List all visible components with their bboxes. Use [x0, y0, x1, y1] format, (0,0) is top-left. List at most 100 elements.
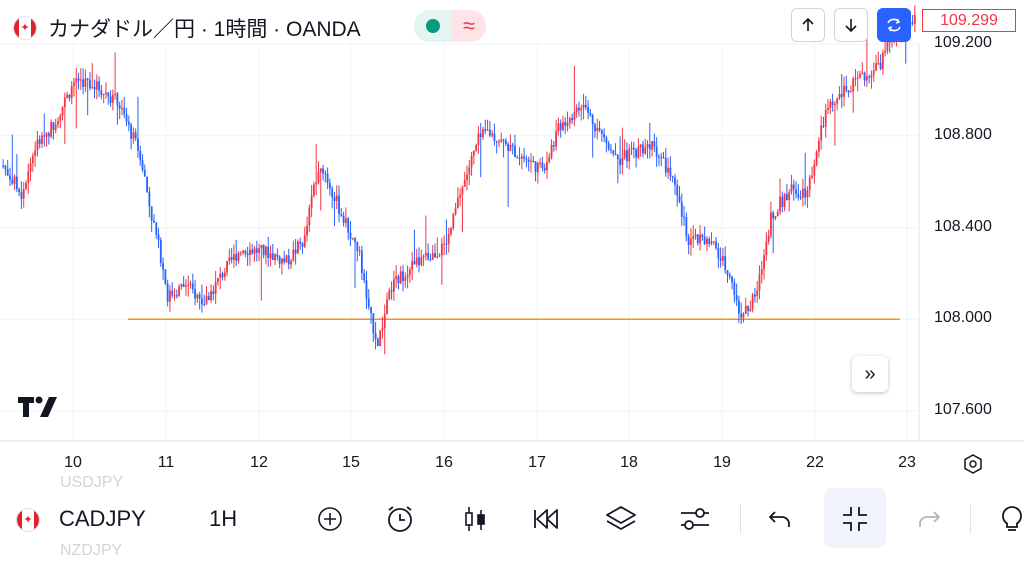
candle-body — [626, 150, 628, 162]
candle-body — [82, 79, 85, 87]
candle-body — [388, 290, 391, 300]
candle-body — [95, 81, 98, 90]
candle-body — [674, 177, 676, 185]
candle-body — [772, 212, 775, 219]
candle-body — [429, 259, 432, 261]
candle-body — [646, 144, 649, 148]
candle-body — [175, 295, 178, 297]
candle-body — [877, 62, 880, 64]
symbol-flag-icon: ✦ — [17, 509, 39, 531]
candle-body — [436, 256, 439, 258]
replay-button[interactable] — [526, 499, 566, 539]
candle-body — [125, 114, 128, 122]
candle-body — [185, 285, 187, 287]
candle-body — [89, 79, 91, 89]
candle-body — [45, 133, 48, 137]
candle-body — [123, 107, 126, 115]
candle-body — [312, 184, 315, 196]
candle-body — [404, 277, 407, 281]
candle-body — [680, 201, 683, 217]
candle-body — [376, 339, 379, 347]
candlestick-chart[interactable] — [0, 0, 1024, 442]
candle-body — [548, 156, 551, 163]
candle-body — [584, 104, 587, 107]
candle-body — [374, 333, 377, 340]
candle-body — [271, 253, 274, 261]
candle-body — [630, 147, 633, 149]
sync-button[interactable] — [877, 8, 911, 42]
collapse-toggle[interactable] — [835, 499, 875, 539]
candle-body — [600, 130, 603, 134]
interval-button[interactable]: 1H — [209, 506, 238, 531]
candle-body — [562, 122, 564, 130]
candle-body — [719, 258, 722, 261]
candle-body — [221, 273, 224, 278]
candle-body — [658, 156, 660, 158]
candle-body — [447, 234, 450, 244]
candle-body — [507, 143, 510, 152]
current-price-label: 109.299 — [922, 9, 1016, 32]
redo-button[interactable] — [909, 499, 949, 539]
candle-body — [6, 168, 9, 176]
candle-body — [294, 249, 297, 254]
candle-body — [166, 283, 169, 302]
compare-button[interactable] — [308, 499, 348, 539]
candle-body — [223, 272, 226, 278]
candle-body — [452, 214, 455, 229]
candle-body — [715, 241, 717, 248]
candle-body — [328, 182, 331, 189]
time-axis-label: 10 — [64, 454, 82, 471]
candle-body — [532, 160, 535, 162]
candle-body — [534, 161, 537, 173]
arrow-down-button[interactable] — [834, 8, 868, 42]
candle-body — [539, 162, 542, 164]
undo-button[interactable] — [760, 499, 800, 539]
chart-title[interactable]: カナダドル／円 · 1時間 · OANDA — [48, 18, 361, 41]
chart-type-button[interactable] — [455, 499, 495, 539]
candle-body — [552, 144, 555, 147]
candle-body — [514, 145, 516, 158]
candle-body — [2, 165, 5, 167]
candle-body — [201, 298, 203, 305]
alert-button[interactable] — [380, 499, 420, 539]
symbol-button[interactable]: CADJPY — [59, 506, 146, 531]
candle-body — [29, 163, 32, 172]
candle-body — [749, 308, 752, 311]
candle-body — [648, 144, 651, 150]
candle-body — [555, 131, 558, 147]
candle-body — [696, 234, 699, 244]
candle-body — [255, 248, 258, 253]
candle-body — [737, 300, 740, 314]
candle-body — [840, 93, 843, 97]
candle-body — [872, 70, 875, 76]
candle-body — [242, 250, 244, 253]
candle-body — [171, 290, 174, 296]
chart-area[interactable]: ✦ カナダドル／円 · 1時間 · OANDA ≈ 109.299 109.20… — [0, 0, 1024, 474]
candle-body — [594, 124, 596, 132]
chart-settings-button[interactable] — [958, 452, 988, 476]
candle-body — [568, 118, 571, 123]
ideas-button[interactable] — [992, 499, 1024, 539]
time-axis-label: 17 — [528, 454, 546, 471]
candle-body — [356, 242, 359, 251]
candle-body — [157, 234, 160, 241]
candle-body — [306, 225, 308, 236]
candle-body — [47, 133, 50, 137]
settings-sliders-icon — [681, 508, 709, 530]
indicators-settings-button[interactable] — [675, 499, 715, 539]
candle-body — [859, 74, 861, 78]
candle-body — [146, 176, 149, 192]
next-symbol-hint: NZDJPY — [60, 542, 123, 559]
market-status[interactable]: ≈ — [414, 10, 486, 42]
candle-body — [360, 250, 363, 274]
candle-body — [420, 256, 423, 266]
layers-button[interactable] — [601, 499, 641, 539]
arrow-up-button[interactable] — [791, 8, 825, 42]
time-axis-label: 22 — [806, 454, 824, 471]
candle-body — [178, 286, 181, 296]
candle-body — [541, 162, 544, 169]
candle-body — [808, 177, 811, 191]
candle-body — [582, 104, 585, 108]
collapse-button[interactable] — [824, 488, 886, 548]
scroll-to-realtime-button[interactable]: » — [852, 356, 888, 392]
